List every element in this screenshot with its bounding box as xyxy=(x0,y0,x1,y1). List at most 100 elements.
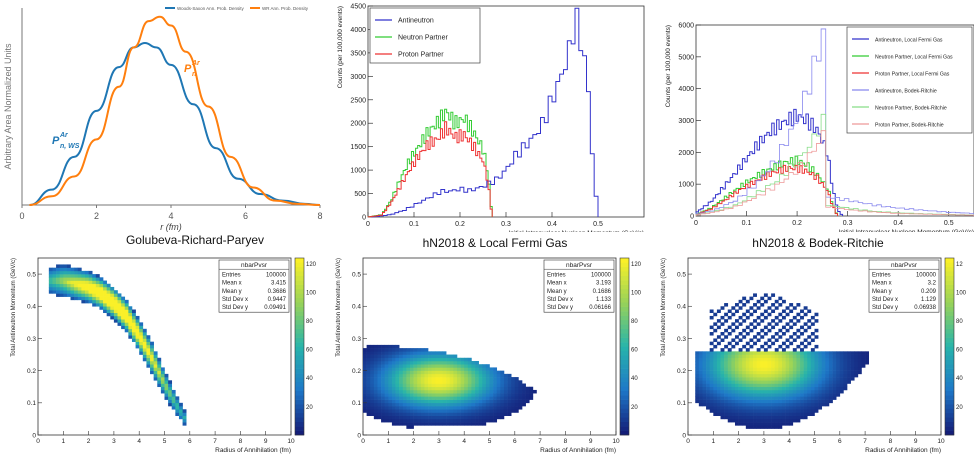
heatmap-cell xyxy=(482,364,487,368)
heatmap-cell xyxy=(778,402,783,407)
heatmap-cell xyxy=(503,386,508,391)
heatmap-cell xyxy=(117,322,122,326)
heatmap-cell xyxy=(778,389,783,394)
heatmap-cell xyxy=(66,280,71,285)
heatmap-cell xyxy=(496,399,501,404)
heatmap-cell xyxy=(771,402,776,407)
heatmap-cell xyxy=(413,406,418,410)
heatmap-cell xyxy=(839,364,844,368)
heatmap-cell xyxy=(453,360,458,365)
heatmap-cell xyxy=(363,360,367,365)
heatmap-cell xyxy=(153,370,158,375)
heatmap-cell xyxy=(709,364,714,368)
heatmap-cell xyxy=(88,280,93,285)
heatmap-cell xyxy=(810,364,815,368)
heatmap-cell xyxy=(417,360,422,365)
heatmap-cell xyxy=(781,422,786,426)
heatmap-cell xyxy=(395,389,400,394)
heatmap-cell xyxy=(128,328,133,333)
heatmap-cell xyxy=(742,364,747,368)
colorbar-segment xyxy=(620,297,629,303)
heatmap-cell xyxy=(52,277,57,281)
colorbar-segment xyxy=(945,404,954,409)
heatmap-cell xyxy=(485,402,490,407)
heatmap-cell xyxy=(160,377,165,381)
heatmap-cell xyxy=(756,409,761,413)
heatmap-cell xyxy=(482,389,487,394)
heatmap-cell xyxy=(756,338,761,342)
heatmap-cell xyxy=(500,406,505,410)
heatmap-cell xyxy=(778,328,783,333)
heatmap-cell xyxy=(442,406,447,410)
heatmap-cell xyxy=(832,383,837,388)
heatmap-cell xyxy=(832,377,837,381)
heatmap-cell xyxy=(825,354,830,359)
heatmap-cell xyxy=(471,415,476,420)
heatmap-cell xyxy=(724,409,729,413)
heatmap-cell xyxy=(713,380,718,384)
heatmap-cell xyxy=(106,283,111,288)
heatmap-cell xyxy=(503,389,508,394)
heatmap-cell xyxy=(836,370,841,375)
heatmap-cell xyxy=(767,377,772,381)
heatmap-cell xyxy=(818,370,823,375)
heatmap-cell xyxy=(406,415,411,420)
heatmap-cell xyxy=(738,338,743,342)
heatmap-cell xyxy=(471,364,476,368)
heatmap-cell xyxy=(471,370,476,375)
y-tick-label: 500 xyxy=(354,191,366,198)
x-tick-label: 9 xyxy=(914,438,918,445)
heatmap-cell xyxy=(366,348,371,352)
heatmap-cell xyxy=(428,377,432,381)
heatmap-cell xyxy=(460,380,465,384)
heatmap-cell xyxy=(789,319,794,323)
heatmap-cell xyxy=(59,274,64,278)
heatmap-cell xyxy=(413,409,418,413)
heatmap-cell xyxy=(395,373,400,378)
heatmap-cell xyxy=(471,389,476,394)
heatmap-cell xyxy=(781,396,786,400)
heatmap-cell xyxy=(399,396,404,400)
heatmap-cell xyxy=(402,389,407,394)
heatmap-cell xyxy=(803,406,808,410)
heatmap-cell xyxy=(377,364,382,368)
heatmap-cell xyxy=(511,396,516,400)
heatmap-cell xyxy=(709,373,714,378)
x-tick-label: 3 xyxy=(112,438,116,445)
heatmap-cell xyxy=(734,354,739,359)
heatmap-cell xyxy=(716,335,721,339)
colorbar-segment xyxy=(620,262,629,268)
heatmap-cell xyxy=(377,412,382,416)
heatmap-cell xyxy=(763,380,768,384)
heatmap-cell xyxy=(409,360,414,365)
heatmap-cell xyxy=(420,409,425,413)
heatmap-cell xyxy=(373,370,378,375)
heatmap-cell xyxy=(442,409,447,413)
heatmap-cell xyxy=(384,418,389,423)
heatmap-cell xyxy=(734,360,739,365)
heatmap-cell xyxy=(449,377,454,381)
heatmap-cell xyxy=(77,283,82,288)
heatmap-cell xyxy=(756,402,761,407)
heatmap-cell xyxy=(785,322,790,326)
heatmap-cell xyxy=(716,380,721,384)
heatmap-cell xyxy=(760,377,765,381)
heatmap-cell xyxy=(756,322,761,326)
heatmap-cell xyxy=(70,277,75,281)
heatmap-cell xyxy=(388,409,393,413)
heatmap-cell xyxy=(810,406,815,410)
colorbar-segment xyxy=(945,355,954,361)
heatmap-cell xyxy=(124,299,129,304)
heatmap-cell xyxy=(395,354,400,359)
x-tick-label: 6 xyxy=(188,438,192,445)
heatmap-cell xyxy=(500,399,505,404)
heatmap-cell xyxy=(774,332,779,336)
heatmap-cell xyxy=(767,406,772,410)
heatmap-cell xyxy=(402,348,407,352)
heatmap-cell xyxy=(803,383,808,388)
heatmap-cell xyxy=(760,422,765,426)
heatmap-cell xyxy=(781,389,786,394)
heatmap-cell xyxy=(99,299,104,304)
heatmap-cell xyxy=(814,409,819,413)
heatmap-cell xyxy=(384,383,389,388)
